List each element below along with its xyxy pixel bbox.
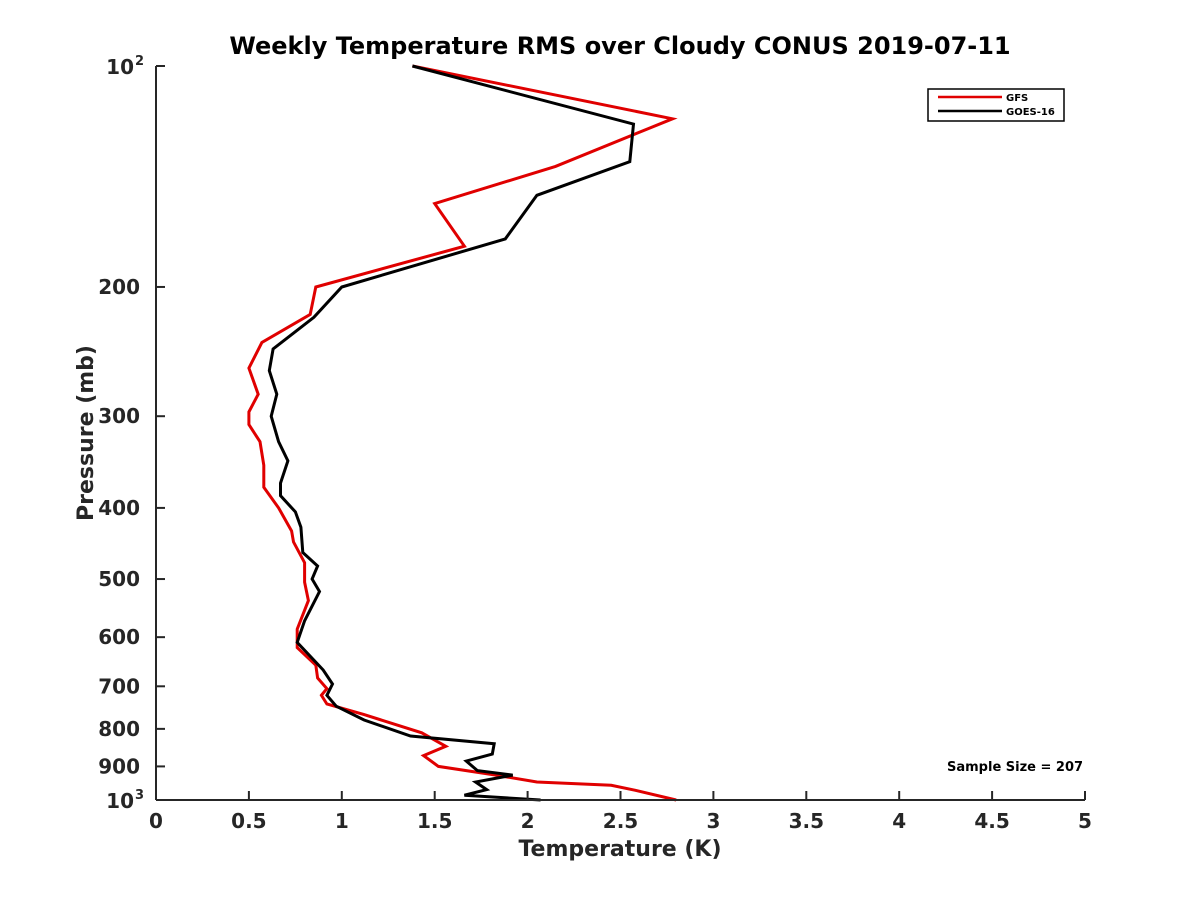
y-tick-label: 200: [98, 275, 140, 299]
x-tick-label: 0.5: [231, 809, 266, 833]
series-layer: [247, 64, 678, 802]
y-tick-label: 400: [98, 496, 140, 520]
x-tick-label: 2.5: [603, 809, 638, 833]
y-tick-label-exponent: 3: [135, 788, 144, 803]
legend-box: [927, 88, 1065, 122]
x-tick-label: 5: [1078, 809, 1092, 833]
y-tick-label: 600: [98, 625, 140, 649]
y-tick-label-exponent: 2: [135, 54, 144, 69]
x-tick-label: 3.5: [789, 809, 824, 833]
x-axis-label: Temperature (K): [518, 837, 721, 862]
x-tick-label: 0: [149, 809, 163, 833]
y-tick-label: 10: [106, 55, 134, 79]
legend: GFS GOES-16: [927, 88, 1065, 122]
y-tick-label: 800: [98, 717, 140, 741]
y-axis-label: Pressure (mb): [74, 345, 99, 521]
chart-title: Weekly Temperature RMS over Cloudy CONUS…: [229, 32, 1010, 60]
y-tick-label: 300: [98, 404, 140, 428]
x-tick-label: 1.5: [417, 809, 452, 833]
x-tick-label: 2: [521, 809, 535, 833]
x-tick-label: 3: [706, 809, 720, 833]
series-line-gfs: [247, 64, 678, 802]
y-tick-label: 900: [98, 754, 140, 778]
x-tick-label: 4.5: [974, 809, 1009, 833]
sample-size-annotation: Sample Size = 207: [947, 760, 1083, 775]
series-line-goes16: [267, 64, 636, 802]
x-tick-label: 1: [335, 809, 349, 833]
x-ticks: 0 0.5 1 1.5 2 2.5 3 3.5 4 4.5 5: [149, 791, 1092, 833]
y-tick-label: 10: [106, 789, 134, 813]
legend-label-goes16: GOES-16: [1006, 107, 1055, 118]
legend-label-gfs: GFS: [1006, 93, 1028, 104]
y-tick-label: 700: [98, 674, 140, 698]
x-tick-label: 4: [892, 809, 906, 833]
y-tick-label: 500: [98, 567, 140, 591]
